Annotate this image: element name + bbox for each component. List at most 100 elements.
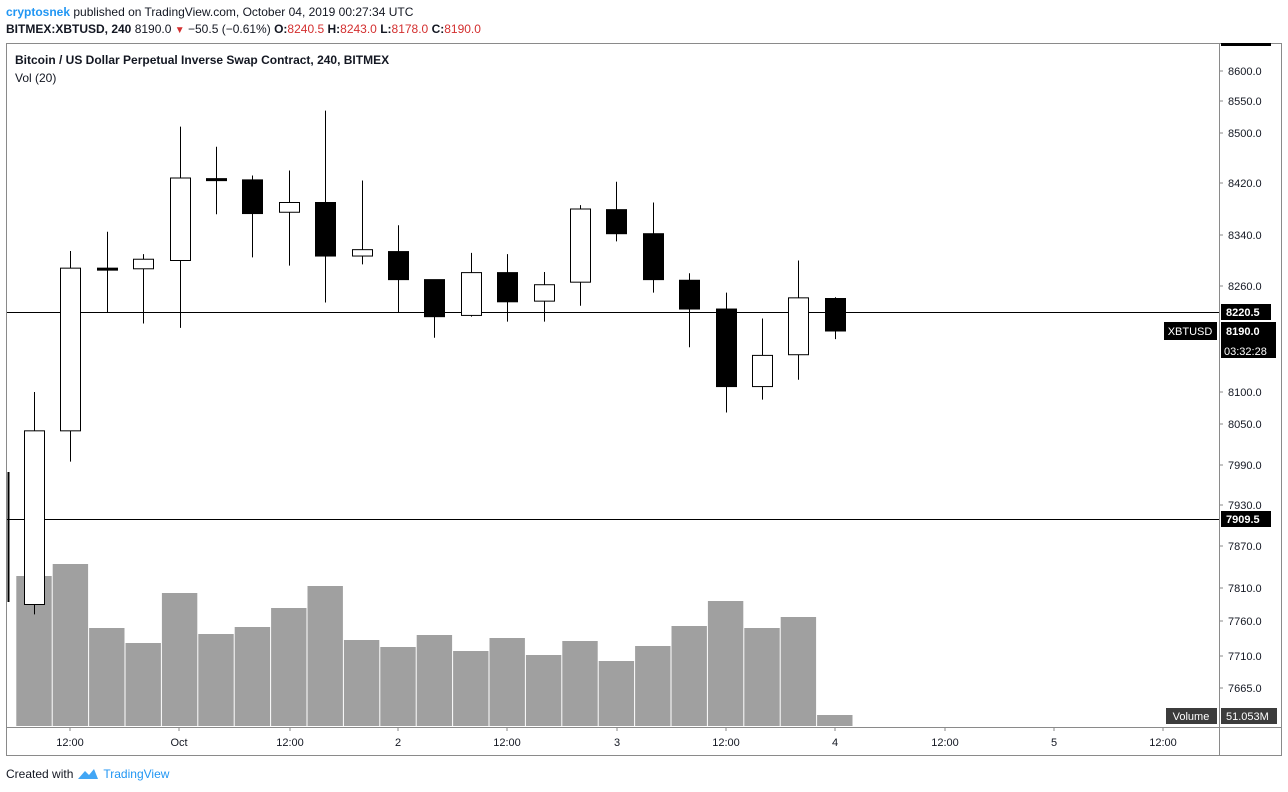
x-tick-label: 4 (832, 737, 838, 749)
candle-body-down (679, 279, 700, 310)
candle-body-down (424, 279, 445, 318)
candle-body-down (388, 251, 409, 281)
candle-body-down (643, 233, 664, 281)
axes-layer: 8600.0 8550.0 8500.0 8420.0 8340.0 8260.0 8100… (7, 43, 1281, 755)
y-tick-label: 7665.0 (1228, 683, 1262, 695)
author-link[interactable]: cryptosnek (6, 5, 71, 19)
volume-value-label: 51.053M (1226, 711, 1269, 723)
x-tick-label: 12:00 (712, 737, 740, 749)
y-tick-label: 7810.0 (1228, 583, 1262, 595)
candle (716, 292, 737, 413)
candle (461, 252, 482, 317)
symbol-tag-label: XBTUSD (1168, 326, 1213, 338)
volume-bar (343, 640, 380, 726)
axis-top-marker (1221, 43, 1271, 46)
last-price: 8190.0 (134, 22, 172, 36)
candle-body-down (716, 308, 737, 388)
tradingview-logo-icon (78, 769, 99, 779)
candle (97, 231, 118, 313)
symbol-tag (1164, 322, 1217, 340)
candle-body-up (752, 354, 773, 388)
volume-name-label: Volume (1173, 711, 1210, 723)
published-text: published on TradingView.com, October 04… (73, 5, 414, 19)
volume-bar (489, 638, 525, 726)
candle (315, 110, 336, 303)
high-value: 8243.0 (340, 22, 377, 36)
candle (388, 225, 409, 313)
y-tick-label: 8340.0 (1228, 230, 1262, 242)
candle (424, 279, 445, 338)
bar-countdown-label: 03:32:28 (1224, 346, 1267, 358)
volume-layer (16, 564, 853, 726)
volume-bar (525, 655, 562, 726)
candle-body-down (242, 179, 263, 215)
chart-legend-title[interactable]: Bitcoin / US Dollar Perpetual Inverse Sw… (15, 53, 390, 67)
candle-body-up (60, 267, 81, 432)
volume-name-tag (1166, 708, 1217, 724)
candle (679, 273, 700, 348)
volume-bar (89, 628, 125, 726)
volume-bar (817, 715, 853, 726)
x-tick-label: 3 (614, 737, 620, 749)
candle (606, 181, 627, 242)
volume-bar (453, 651, 489, 726)
high-label: H: (327, 22, 341, 36)
price-change: −50.5 (−0.61%) (188, 22, 271, 36)
y-tick-label: 7990.0 (1228, 460, 1262, 472)
volume-bar (562, 641, 598, 726)
volume-bar (52, 564, 89, 726)
volume-bar (161, 593, 198, 726)
candle (788, 260, 809, 380)
candle-body-up (352, 249, 373, 257)
volume-bar (671, 626, 707, 726)
volume-bar (271, 608, 307, 726)
y-tick-label: 8260.0 (1228, 281, 1262, 293)
y-tick-label: 8550.0 (1228, 96, 1262, 108)
close-value: 8190.0 (444, 22, 481, 36)
candle-body-up (788, 297, 809, 356)
horizontal-lines-layer (7, 312, 1219, 520)
x-tick-label: 5 (1051, 737, 1057, 749)
volume-bar (744, 628, 780, 726)
last-price-label: 8190.0 (1226, 326, 1260, 338)
candle (534, 271, 555, 322)
horizontal-line-price-label: 7909.5 (1226, 514, 1260, 526)
created-with-text: Created with (6, 767, 74, 781)
candle (825, 297, 846, 340)
volume-bar (598, 661, 635, 726)
candle (24, 392, 45, 615)
horizontal-line-price-tag (1221, 304, 1271, 320)
x-tick-label: 12:00 (493, 737, 521, 749)
ohlc-line: BITMEX:XBTUSD, 240 8190.0 ▼ −50.5 (−0.61… (6, 22, 481, 36)
candle (206, 146, 227, 215)
y-tick-label: 7930.0 (1228, 500, 1262, 512)
candle-body-down (315, 202, 336, 257)
volume-bar (234, 627, 271, 726)
volume-bar (307, 586, 343, 726)
candle (170, 126, 191, 328)
tradingview-brand-link[interactable]: TradingView (103, 767, 170, 781)
candle (352, 180, 373, 265)
volume-bar (198, 634, 234, 726)
candle (60, 250, 81, 462)
volume-legend[interactable]: Vol (20) (15, 71, 57, 85)
symbol-interval: BITMEX:XBTUSD, 240 (6, 22, 132, 36)
y-tick-label: 8050.0 (1228, 419, 1262, 431)
candle-body-up (24, 430, 45, 606)
volume-bar (416, 635, 453, 726)
chart-frame (6, 43, 1282, 756)
y-tick-label: 7760.0 (1228, 616, 1262, 628)
x-tick-label: 12:00 (1149, 737, 1177, 749)
publish-line: cryptosnek published on TradingView.com,… (6, 5, 413, 19)
candle (570, 205, 591, 306)
footer: Created with TradingView (6, 767, 169, 781)
candle (242, 175, 263, 258)
candle-body-down (606, 209, 627, 235)
candle-body-up (461, 272, 482, 316)
low-value: 8178.0 (391, 22, 429, 36)
volume-bar (635, 646, 671, 726)
x-tick-label: Oct (170, 737, 187, 749)
open-value: 8240.5 (287, 22, 325, 36)
candle-body-up (570, 208, 591, 283)
